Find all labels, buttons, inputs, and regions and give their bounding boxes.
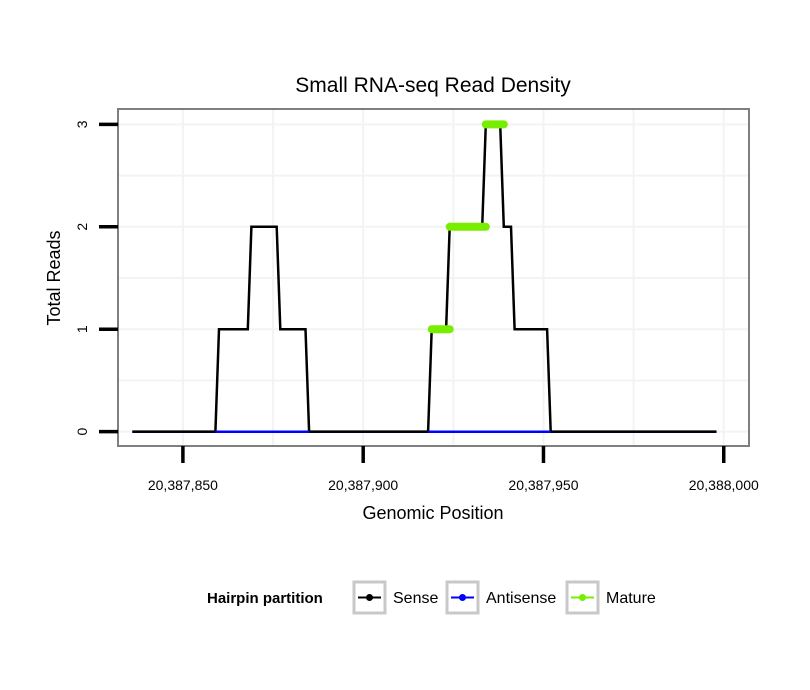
data-series bbox=[132, 120, 717, 433]
y-tick-label: 1 bbox=[74, 325, 90, 333]
x-tick-label: 20,387,950 bbox=[508, 477, 578, 493]
x-tick-label: 20,388,000 bbox=[689, 477, 759, 493]
legend-key-point bbox=[366, 594, 373, 601]
x-axis: 20,387,850 20,387,900 20,387,950 20,388,000 bbox=[148, 446, 759, 493]
legend-title: Hairpin partition bbox=[207, 590, 323, 607]
y-axis-label: Total Reads bbox=[44, 230, 64, 325]
x-axis-label: Genomic Position bbox=[362, 503, 503, 523]
legend-label: Mature bbox=[606, 590, 656, 607]
legend-key-point bbox=[579, 594, 586, 601]
y-tick-label: 2 bbox=[74, 223, 90, 231]
legend-item-sense: Sense bbox=[352, 580, 438, 615]
legend-label: Antisense bbox=[486, 590, 556, 607]
x-tick-label: 20,387,900 bbox=[328, 477, 398, 493]
legend-item-mature: Mature bbox=[565, 580, 656, 615]
chart-title: Small RNA-seq Read Density bbox=[295, 74, 571, 97]
x-tick-label: 20,387,850 bbox=[148, 477, 218, 493]
legend: Hairpin partition Sense Antisense Mature bbox=[207, 580, 656, 615]
legend-label: Sense bbox=[393, 590, 438, 607]
legend-item-antisense: Antisense bbox=[445, 580, 556, 615]
plot-border bbox=[117, 108, 750, 447]
legend-key-point bbox=[459, 594, 466, 601]
y-tick-label: 3 bbox=[74, 120, 90, 128]
y-axis: 0 1 2 3 bbox=[74, 120, 118, 436]
y-tick-label: 0 bbox=[74, 428, 90, 436]
